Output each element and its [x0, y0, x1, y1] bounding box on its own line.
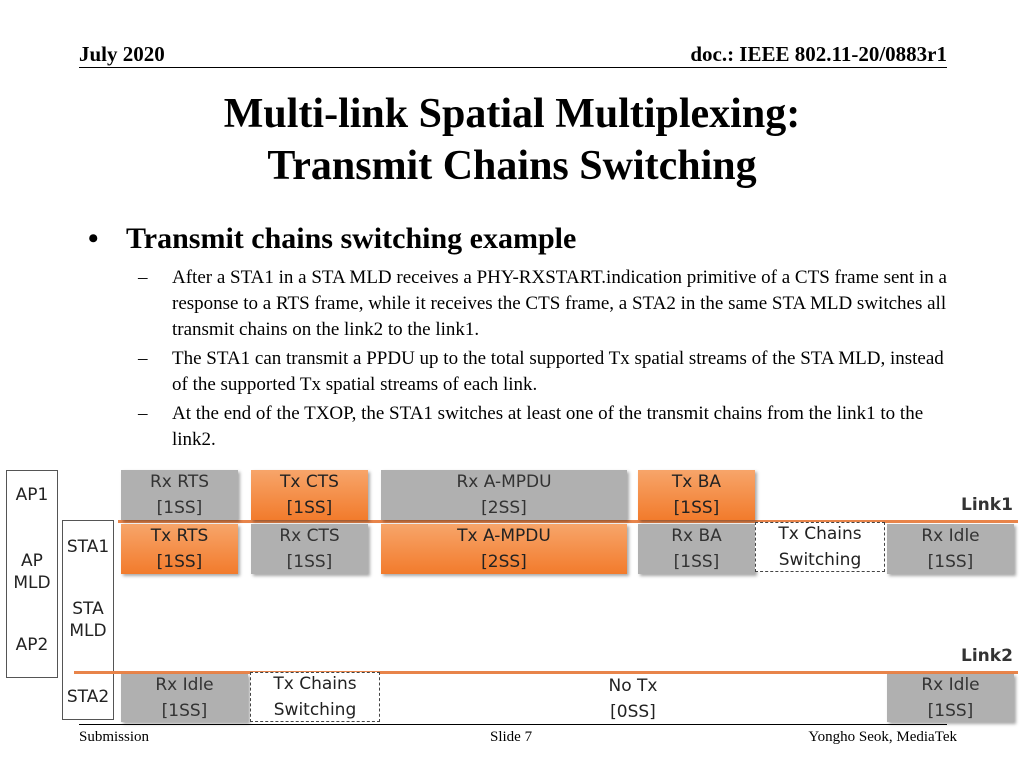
link1-line	[118, 520, 1018, 523]
sta-mld-label-line-1: STA	[72, 599, 104, 619]
footer-submission: Submission	[79, 729, 150, 745]
sub-bullet-text: At the end of the TXOP, the STA1 switche…	[172, 403, 924, 450]
box-label-line-1: Tx BA	[671, 472, 722, 492]
slide-title: Multi-link Spatial Multiplexing: Transmi…	[0, 88, 1024, 192]
box-label-line-1: Tx A-MPDU	[457, 526, 551, 546]
sta1-rx-cts-box: Rx CTS [1SS]	[251, 524, 368, 574]
sta1-rx-idle-box: Rx Idle [1SS]	[887, 524, 1014, 574]
box-label-line-1: Rx Idle	[921, 675, 980, 695]
ap1-label: AP1	[15, 485, 49, 505]
sta-mld-frame	[62, 520, 114, 720]
sub-bullet: – After a STA1 in a STA MLD receives a P…	[138, 265, 958, 343]
header-doc-id: doc.: IEEE 802.11-20/0883r1	[690, 42, 947, 66]
sta1-tx-rts-box: Tx RTS [1SS]	[121, 524, 238, 574]
bullet-text: Transmit chains switching example	[126, 222, 577, 255]
ap-mld-label-line-1: AP	[21, 551, 43, 571]
sta1-tx-chains-switching-box: Tx Chains Switching	[755, 522, 885, 572]
box-label-line-2: [1SS]	[673, 552, 720, 572]
box-label-line-2: Switching	[273, 700, 357, 720]
sta2-no-tx-label: No Tx [0SS]	[560, 674, 706, 724]
box-label-line-1: No Tx	[608, 676, 658, 696]
sub-bullet: – The STA1 can transmit a PPDU up to the…	[138, 346, 958, 398]
sub-bullet-text: The STA1 can transmit a PPDU up to the t…	[172, 348, 944, 395]
box-label-line-1: Rx Idle	[921, 526, 980, 546]
ap2-label: AP2	[15, 635, 49, 655]
ap1-tx-ba-box: Tx BA [1SS]	[638, 470, 755, 520]
box-label-line-2: [1SS]	[286, 552, 333, 572]
sta2-rx-idle-box: Rx Idle [1SS]	[121, 674, 248, 722]
sta2-label: STA2	[66, 687, 110, 707]
sta-mld-label-line-2: MLD	[69, 621, 107, 641]
box-label-line-2: [1SS]	[927, 552, 974, 572]
ap-mld-label-line-2: MLD	[13, 573, 51, 593]
sub-bullet-text: After a STA1 in a STA MLD receives a PHY…	[172, 267, 947, 340]
link1-label: Link1	[961, 495, 1013, 515]
box-label-line-1: Tx Chains	[778, 524, 862, 544]
box-label-line-2: [1SS]	[927, 701, 974, 721]
sta1-tx-ampdu-box: Tx A-MPDU [2SS]	[381, 524, 627, 574]
sta2-rx-idle-box-2: Rx Idle [1SS]	[887, 674, 1014, 722]
ap1-rx-ampdu-box: Rx A-MPDU [2SS]	[381, 470, 627, 520]
box-label-line-2: [1SS]	[673, 498, 720, 518]
box-label-line-1: Tx RTS	[150, 526, 209, 546]
sta1-label: STA1	[66, 537, 110, 557]
box-label-line-1: Rx A-MPDU	[456, 472, 552, 492]
box-label-line-2: Switching	[778, 550, 862, 570]
box-label-line-1: Rx CTS	[279, 526, 340, 546]
ap1-rx-rts-box: Rx RTS [1SS]	[121, 470, 238, 520]
box-label-line-1: Tx Chains	[273, 674, 357, 694]
header-divider	[79, 67, 947, 68]
bullet-marker: •	[88, 222, 99, 255]
box-label-line-1: Rx Idle	[155, 675, 214, 695]
footer-divider	[79, 724, 947, 725]
box-label-line-2: [2SS]	[481, 552, 527, 572]
link2-label: Link2	[961, 646, 1013, 666]
link2-line	[74, 671, 1018, 674]
sta1-rx-ba-box: Rx BA [1SS]	[638, 524, 755, 574]
box-label-line-1: Tx CTS	[280, 472, 339, 492]
sub-bullet-marker: –	[138, 348, 148, 369]
slide-title-line-2: Transmit Chains Switching	[267, 143, 757, 189]
slide-title-line-1: Multi-link Spatial Multiplexing:	[223, 91, 801, 137]
sta2-tx-chains-switching-box: Tx Chains Switching	[250, 672, 380, 722]
header-date: July 2020	[79, 42, 165, 66]
box-label-line-2: [1SS]	[156, 498, 203, 518]
footer-author: Yongho Seok, MediaTek	[808, 729, 957, 745]
sub-bullet: – At the end of the TXOP, the STA1 switc…	[138, 401, 958, 453]
sub-bullet-list: – After a STA1 in a STA MLD receives a P…	[138, 265, 958, 456]
box-label-line-1: Rx BA	[671, 526, 722, 546]
box-label-line-2: [2SS]	[481, 498, 527, 518]
box-label-line-1: Rx RTS	[149, 472, 210, 492]
sub-bullet-marker: –	[138, 403, 148, 424]
sub-bullet-marker: –	[138, 267, 148, 288]
footer-slide-number: Slide 7	[490, 729, 533, 745]
ap-mld-frame	[6, 470, 58, 678]
box-label-line-2: [1SS]	[161, 701, 208, 721]
box-label-line-2: [1SS]	[156, 552, 203, 572]
box-label-line-2: [1SS]	[286, 498, 333, 518]
box-label-line-2: [0SS]	[610, 702, 656, 722]
ap1-tx-cts-box: Tx CTS [1SS]	[251, 470, 368, 520]
